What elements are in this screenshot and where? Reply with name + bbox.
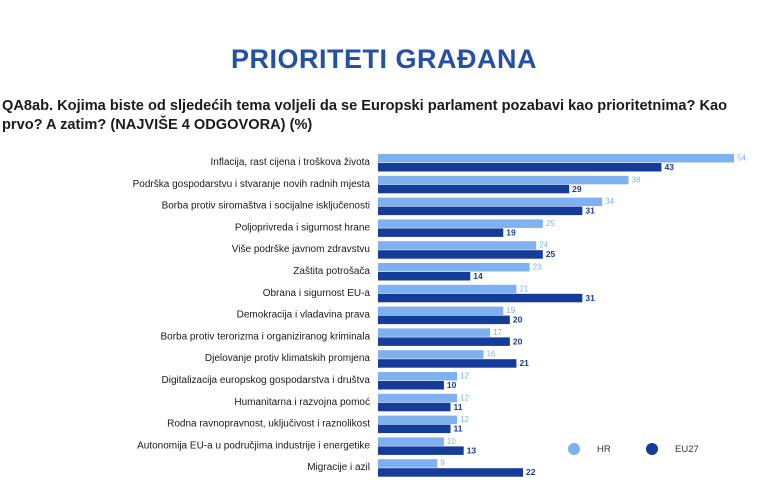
value-label-hr: 19 [506,306,515,315]
value-label-hr: 21 [519,284,528,293]
value-label-hr: 12 [460,393,469,402]
value-label-hr: 12 [460,415,469,424]
bar-eu27 [378,468,524,477]
value-label-eu27: 31 [585,206,595,216]
value-label-hr: 12 [460,372,469,381]
bars-layer: Inflacija, rast cijena i troškova života… [133,154,747,478]
category-label: Podrška gospodarstvu i stvaranje novih r… [133,179,371,190]
category-label: Rodna ravnopravnost, uključivost i razno… [167,419,370,430]
value-label-hr: 38 [632,175,641,184]
value-label-eu27: 20 [513,336,523,346]
bar-hr [378,284,517,294]
value-label-hr: 9 [440,459,445,468]
bar-hr [378,241,537,250]
value-label-eu27: 19 [506,227,516,237]
bar-hr [378,175,629,185]
category-label: Inflacija, rast cijena i troškova života [210,157,370,168]
value-label-eu27: 11 [454,424,463,434]
value-label-eu27: 14 [473,271,483,281]
legend-label-eu27: EU27 [675,444,699,455]
category-label: Autonomija EU-a u područjima industrije … [137,440,370,451]
legend-marker-hr [568,443,580,455]
value-label-hr: 16 [486,350,495,359]
value-label-eu27: 21 [519,358,529,368]
bar-eu27 [378,272,471,281]
value-label-hr: 24 [539,241,548,250]
bar-hr [378,328,491,337]
value-label-eu27: 11 [454,402,463,412]
bar-eu27 [378,402,451,412]
bar-hr [378,219,543,228]
bar-eu27 [378,163,662,172]
bar-hr [378,263,530,272]
value-label-eu27: 43 [664,162,674,172]
value-label-hr: 17 [493,328,502,337]
category-label: Humanitarna i razvojna pomoć [234,397,370,408]
bar-eu27 [378,315,510,325]
bar-hr [378,350,484,359]
value-label-eu27: 10 [447,380,457,390]
value-label-eu27: 31 [585,293,595,303]
category-label: Demokracija i vladavina prava [237,310,371,321]
value-label-eu27: 13 [467,445,477,455]
page-title: PRIORITETI GRAĐANA [231,44,537,74]
bar-hr [378,459,438,468]
legend: HR EU27 [568,443,699,455]
survey-question: QA8ab. Kojima biste od sljedećih tema vo… [2,98,728,133]
category-label: Borba protiv terorizma i organiziranog k… [160,331,370,342]
category-label: Borba protiv siromaštva i socijalne iskl… [162,201,370,212]
category-label: Migracije i azil [307,462,370,473]
value-label-hr: 25 [546,219,555,228]
bar-eu27 [378,359,517,368]
bar-eu27 [378,184,570,194]
bar-hr [378,154,734,163]
bar-eu27 [378,337,510,346]
category-label: Zaštita potrošača [293,266,370,277]
legend-marker-eu27 [646,443,658,455]
value-label-hr: 23 [533,263,542,272]
bar-eu27 [378,381,444,390]
bar-hr [378,372,458,381]
bar-eu27 [378,228,504,237]
bar-hr [378,415,458,425]
category-label: Digitalizacija europskog gospodarstva i … [162,375,371,386]
value-label-hr: 34 [605,197,614,206]
bar-eu27 [378,424,451,434]
category-label: Djelovanje protiv klimatskih promjena [205,353,371,364]
bar-eu27 [378,446,464,455]
bar-hr [378,306,504,316]
bar-hr [378,437,444,446]
value-label-eu27: 20 [513,315,523,325]
value-label-hr: 54 [737,154,746,163]
value-label-eu27: 25 [546,249,556,259]
category-label: Obrana i sigurnost EU-a [263,288,371,299]
bar-eu27 [378,293,583,303]
bar-eu27 [378,250,543,259]
legend-label-hr: HR [597,444,611,455]
bar-hr [378,393,458,403]
bar-eu27 [378,206,583,216]
category-label: Poljoprivreda i sigurnost hrane [235,222,371,233]
bar-hr [378,197,603,207]
value-label-hr: 10 [447,437,456,446]
value-label-eu27: 22 [526,467,536,477]
category-label: Više podrške javnom zdravstvu [232,244,370,255]
value-label-eu27: 29 [572,184,582,194]
